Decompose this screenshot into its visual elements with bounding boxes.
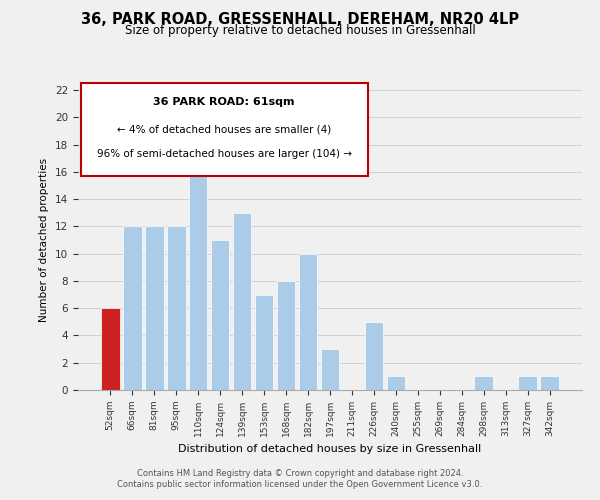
Bar xyxy=(386,376,405,390)
Text: 36, PARK ROAD, GRESSENHALL, DEREHAM, NR20 4LP: 36, PARK ROAD, GRESSENHALL, DEREHAM, NR2… xyxy=(81,12,519,28)
Text: Size of property relative to detached houses in Gressenhall: Size of property relative to detached ho… xyxy=(125,24,475,37)
Bar xyxy=(255,294,274,390)
Text: ← 4% of detached houses are smaller (4): ← 4% of detached houses are smaller (4) xyxy=(117,124,331,134)
Text: Contains public sector information licensed under the Open Government Licence v3: Contains public sector information licen… xyxy=(118,480,482,489)
FancyBboxPatch shape xyxy=(80,82,368,176)
Y-axis label: Number of detached properties: Number of detached properties xyxy=(40,158,49,322)
Bar xyxy=(123,226,142,390)
Text: 36 PARK ROAD: 61sqm: 36 PARK ROAD: 61sqm xyxy=(154,97,295,107)
Bar xyxy=(541,376,559,390)
Bar xyxy=(320,349,340,390)
X-axis label: Distribution of detached houses by size in Gressenhall: Distribution of detached houses by size … xyxy=(178,444,482,454)
Bar xyxy=(167,226,185,390)
Bar xyxy=(277,281,295,390)
Bar xyxy=(365,322,383,390)
Bar xyxy=(233,212,251,390)
Bar xyxy=(145,226,164,390)
Text: Contains HM Land Registry data © Crown copyright and database right 2024.: Contains HM Land Registry data © Crown c… xyxy=(137,468,463,477)
Text: 96% of semi-detached houses are larger (104) →: 96% of semi-detached houses are larger (… xyxy=(97,149,352,159)
Bar xyxy=(211,240,229,390)
Bar xyxy=(189,144,208,390)
Bar xyxy=(299,254,317,390)
Bar xyxy=(518,376,537,390)
Bar xyxy=(101,308,119,390)
Bar xyxy=(475,376,493,390)
